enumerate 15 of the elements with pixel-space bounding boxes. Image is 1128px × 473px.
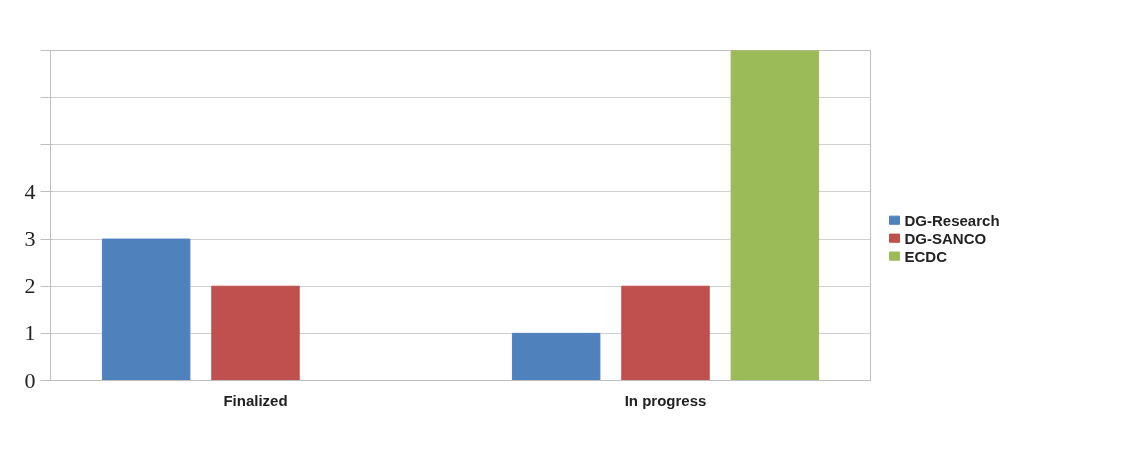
y-tick-label: 1 [24,320,36,346]
bar [211,285,300,381]
x-tick-label: In progress [624,391,707,409]
bar [730,50,820,381]
bar [511,332,601,381]
legend-label: ECDC [904,247,948,265]
y-tick-label: 0 [24,367,36,393]
legend-label: DG-Research [904,211,1000,229]
legend-label: DG-SANCO [904,229,987,247]
bar [621,285,710,381]
x-tick-label: Finalized [223,391,288,409]
bar [101,238,191,381]
y-tick-label: 2 [24,273,36,299]
y-tick-label: 4 [24,178,36,204]
y-tick-label: 3 [24,226,36,252]
